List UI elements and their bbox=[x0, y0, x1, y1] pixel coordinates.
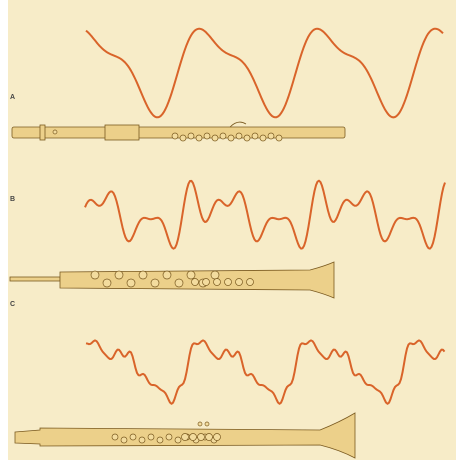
key bbox=[181, 433, 189, 441]
oboe bbox=[9, 261, 335, 299]
key bbox=[165, 433, 173, 441]
key bbox=[189, 433, 197, 441]
key bbox=[211, 134, 219, 142]
label-c: C bbox=[10, 301, 15, 308]
key bbox=[174, 436, 182, 444]
key bbox=[259, 134, 267, 142]
key bbox=[202, 278, 210, 286]
key bbox=[227, 134, 235, 142]
key bbox=[275, 134, 283, 142]
key bbox=[235, 278, 243, 286]
key bbox=[187, 132, 195, 140]
key bbox=[197, 433, 205, 441]
key bbox=[186, 270, 196, 280]
key bbox=[156, 436, 164, 444]
clarinet-waveform bbox=[85, 339, 446, 405]
flute-waveform bbox=[85, 27, 444, 119]
flute bbox=[11, 121, 346, 142]
key bbox=[138, 436, 146, 444]
key bbox=[102, 278, 112, 288]
key bbox=[267, 132, 275, 140]
key bbox=[179, 134, 187, 142]
key bbox=[224, 278, 232, 286]
key bbox=[213, 278, 221, 286]
key bbox=[191, 278, 199, 286]
oboe-waveform bbox=[84, 179, 446, 250]
key bbox=[150, 278, 160, 288]
key bbox=[246, 278, 254, 286]
key bbox=[205, 433, 213, 441]
key bbox=[90, 270, 100, 280]
key bbox=[138, 270, 148, 280]
key bbox=[162, 270, 172, 280]
key bbox=[210, 270, 220, 280]
label-b: B bbox=[10, 196, 15, 203]
key bbox=[147, 433, 155, 441]
key bbox=[243, 134, 251, 142]
key bbox=[171, 132, 179, 140]
background bbox=[8, 0, 456, 460]
key bbox=[111, 433, 119, 441]
key bbox=[213, 433, 221, 441]
key bbox=[203, 132, 211, 140]
key bbox=[219, 132, 227, 140]
key bbox=[120, 436, 128, 444]
clarinet bbox=[14, 412, 356, 459]
key bbox=[174, 278, 184, 288]
key bbox=[114, 270, 124, 280]
key bbox=[235, 132, 243, 140]
key bbox=[129, 433, 137, 441]
key bbox=[195, 134, 203, 142]
label-a: A bbox=[10, 94, 15, 101]
key bbox=[126, 278, 136, 288]
key bbox=[251, 132, 259, 140]
